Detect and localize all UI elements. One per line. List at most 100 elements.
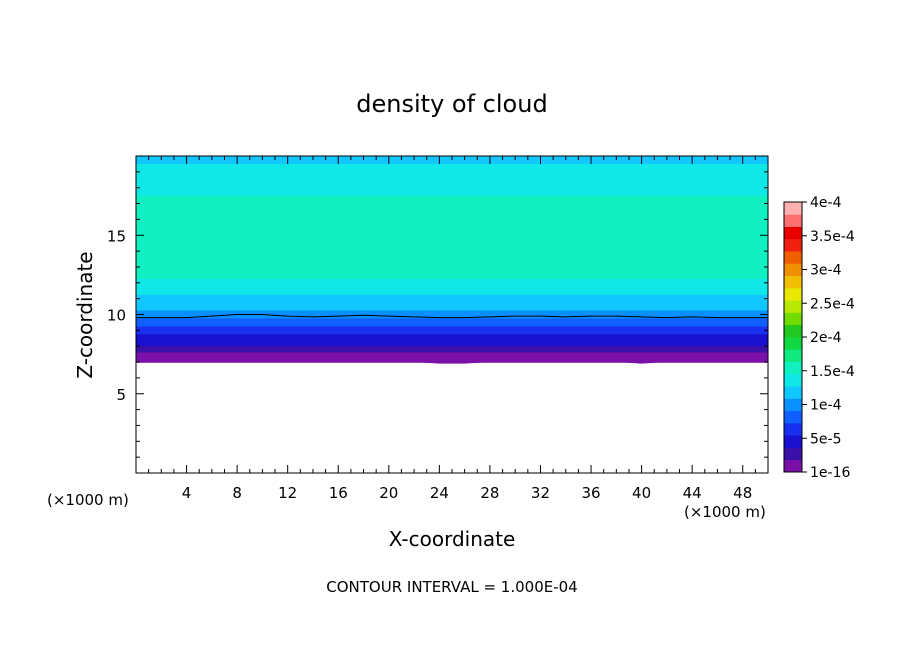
density-band [136,179,768,185]
colorbar-swatch [784,361,802,375]
colorbar-swatch [784,337,802,350]
colorbar: 1e-16 5e-5 1e-4 1.5e-4 2e-4 2.5e-4 3e-4 3.5e-4 4… [783,195,855,481]
y-tick-label: 5 [116,386,126,404]
colorbar-swatch [784,263,802,277]
density-band [136,259,768,264]
colorbar-label: 2e-4 [810,330,842,346]
colorbar-label: 2.5e-4 [810,296,855,312]
colorbar-swatch [784,226,802,240]
colorbar-swatch [784,214,802,227]
colorbar-label: 3e-4 [810,263,842,279]
colorbar-swatch [784,287,802,301]
density-band [136,262,768,268]
colorbar-swatch [784,349,802,362]
density-band [136,255,768,260]
density-band [136,235,768,240]
colorbar-label: 1.5e-4 [810,364,855,380]
density-band [136,314,768,320]
density-band [136,274,768,280]
x-tick-label: 16 [329,484,348,502]
density-band [136,310,768,316]
colorbar-swatch [784,435,802,448]
density-band [136,270,768,276]
density-band [136,207,768,213]
colorbar-label: 5e-5 [810,431,841,447]
density-band [136,227,768,232]
density-band [136,223,768,228]
density-band [136,298,768,304]
y-tick-label: 10 [107,307,126,325]
cloud-base [136,352,768,364]
colorbar-swatch [784,398,802,412]
x-tick-label: 32 [531,484,550,502]
density-band [136,286,768,292]
colorbar-swatch [784,202,802,215]
density-band [136,215,768,220]
y-axis: 5 10 15 [107,171,768,458]
contour-interval-annotation: CONTOUR INTERVAL = 1.000E-04 [326,578,577,596]
density-band [136,266,768,272]
chart-title: density of cloud [356,90,547,118]
colorbar-swatch [784,312,802,326]
density-band [136,159,768,165]
colorbar-swatch [784,324,802,338]
density-band [136,187,768,193]
x-tick-label: 24 [430,484,449,502]
z-unit-label: (×1000 m) [47,491,129,509]
contour-line [136,314,768,319]
density-band [136,278,768,284]
colorbar-swatch [784,386,802,399]
colorbar-swatch [784,251,802,264]
density-band [136,195,768,201]
density-band [136,203,768,209]
density-band [136,167,768,173]
colorbar-swatch [784,238,802,252]
density-band [136,199,768,205]
colorbar-swatch [784,422,802,436]
density-band [136,191,768,197]
density-band [136,211,768,217]
density-band [136,322,768,327]
density-band [136,219,768,224]
x-tick-label: 28 [480,484,499,502]
density-band [136,318,768,324]
density-band [136,282,768,288]
density-band [136,306,768,312]
density-band [136,294,768,300]
y-tick-label: 15 [107,227,126,245]
density-band [136,334,768,339]
colorbar-label: 4e-4 [810,195,842,211]
density-field [136,156,768,363]
x-axis: 4 8 12 16 20 24 28 32 36 40 44 48 [148,156,769,502]
x-tick-label: 12 [278,484,297,502]
density-band [136,247,768,252]
density-band [136,326,768,331]
colorbar-swatch [784,275,802,289]
colorbar-swatch [784,410,802,424]
cloud-base-layer [136,352,768,363]
x-tick-label: 8 [232,484,242,502]
density-band [136,171,768,177]
density-band [136,231,768,236]
y-axis-title: Z-coordinate [73,251,97,378]
density-band [136,302,768,308]
colorbar-label: 3.5e-4 [810,229,855,245]
density-band [136,350,768,355]
density-band [136,251,768,256]
density-band [136,175,768,181]
x-tick-label: 44 [683,484,702,502]
density-band [136,346,768,351]
density-band [136,239,768,244]
x-tick-label: 20 [379,484,398,502]
colorbar-swatch [784,459,802,473]
density-band [136,243,768,248]
density-band [136,163,768,169]
x-tick-label: 36 [581,484,600,502]
x-tick-label: 48 [733,484,752,502]
x-axis-title: X-coordinate [389,527,516,551]
density-band [136,290,768,296]
density-band [136,342,768,347]
x-tick-label: 4 [182,484,192,502]
